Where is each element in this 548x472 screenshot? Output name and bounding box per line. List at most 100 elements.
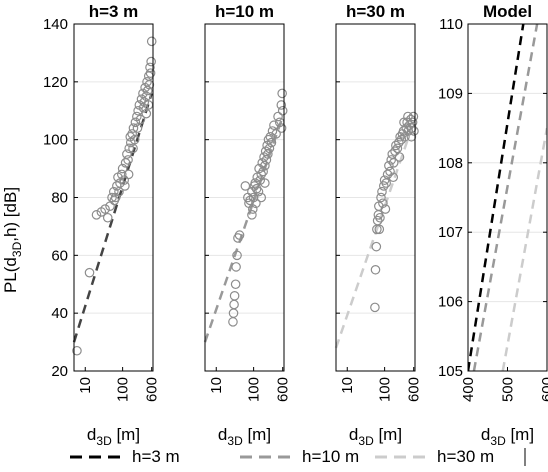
panel-1-data-point: [116, 169, 127, 180]
panel-1-data-point: [144, 79, 155, 90]
panel-4-xtick-label: 500: [500, 377, 517, 402]
panel-1-data-point: [130, 117, 141, 128]
panel-2-data-point: [229, 299, 239, 310]
fit-layer: [72, 24, 547, 371]
panel-2-data-point: [271, 129, 281, 139]
panel-1-fit-line: [72, 93, 153, 343]
panel-3-fit-line: [334, 121, 415, 349]
panel-2-data-point: [229, 291, 240, 301]
panel-1-data-point: [72, 345, 82, 356]
panel-2-data-point: [264, 143, 275, 154]
panel-2-data-point: [261, 155, 272, 165]
panel-2-data-point: [265, 131, 276, 142]
panel-1-data-point: [123, 155, 133, 165]
panel-3-data-point: [403, 126, 414, 136]
panel-3-data-point: [376, 192, 386, 203]
panel-1-data-point: [128, 123, 139, 133]
panel-3-data-point: [370, 264, 381, 275]
panel-1-data-point: [120, 181, 130, 191]
panel-4-model-line-1: [468, 24, 525, 371]
grid-layer: [74, 81, 547, 314]
panel-3-data-point: [385, 166, 395, 177]
titles-layer: h=3 m h=10 m h=30 m Model: [89, 2, 532, 21]
panel-1-data-point: [128, 143, 138, 154]
panel-3-data-point: [370, 302, 380, 313]
panel-2-data-point: [253, 186, 264, 197]
panel-4-frame: [467, 23, 548, 372]
panel-2-data-point: [232, 250, 242, 261]
panel-3-data-point: [394, 152, 405, 162]
panel-2-data-point: [258, 166, 268, 177]
panel-2-data-point: [273, 111, 283, 122]
panel-2-data-point: [247, 204, 258, 214]
panel-1-data-point: [138, 103, 149, 113]
panel-1-xtick-label: 100: [115, 377, 132, 402]
ticks-layer: 10 100 600 20 40 60 80 100 120 140 10 100 600 10 100 60…: [43, 16, 548, 402]
panel-1-data-point: [132, 123, 143, 133]
panel-2-data-point: [251, 198, 261, 209]
panel-2-xtick-label: 100: [246, 377, 263, 402]
panel-3-data-point: [374, 224, 385, 235]
panel-3-xtick-label: 600: [406, 377, 423, 402]
panel-3-title: h=30 m: [346, 2, 405, 21]
y-tick-label: 20: [51, 363, 68, 380]
panel-1-data-point: [114, 186, 124, 197]
model-y-tick-label: 105: [438, 363, 463, 380]
panel-1-data-point: [141, 108, 152, 119]
x-axis-labels: d3D [m] d3D [m] d3D [m] d3D [m]: [87, 425, 534, 448]
panel-1-xtick-label: 10: [77, 377, 94, 394]
panel-1-data-point: [145, 62, 155, 73]
panel-2-data-point: [250, 178, 260, 188]
panel-2-data-point: [260, 160, 270, 171]
panel-2-data-point: [248, 192, 259, 203]
panel-3-data-point: [399, 117, 409, 128]
panel-2-xtick-label: 10: [208, 377, 225, 394]
panel-1-data-point: [133, 105, 143, 116]
model-y-tick-label: 110: [439, 16, 463, 33]
panel-4-xtick-label: 400: [460, 377, 477, 402]
panel-1-data-point: [146, 56, 156, 67]
panel-3-xtick-label: 10: [339, 377, 356, 394]
panel-3-data-point: [378, 181, 389, 191]
panel-1-data-point: [122, 149, 132, 159]
panel-2-data-point: [234, 230, 245, 240]
y-tick-label: 100: [43, 132, 68, 149]
panel-2-data-point: [277, 105, 288, 116]
y-tick-label: 80: [51, 190, 68, 207]
panel-1-data-point: [102, 212, 113, 223]
panel-1-data-point: [117, 163, 128, 174]
panel-2-xlabel: d3D [m]: [218, 425, 271, 448]
panel-2-data-point: [247, 186, 257, 197]
panel-1-data-point: [100, 204, 110, 214]
panel-3-data-point: [388, 158, 399, 168]
legend-label-2: h=10 m: [302, 447, 359, 466]
panel-1-data-point: [146, 36, 157, 47]
panel-3-data-point: [380, 204, 391, 214]
panel-2-data-point: [263, 149, 273, 159]
panel-3-data-point: [409, 126, 419, 136]
panel-1-title: h=3 m: [89, 2, 139, 21]
panel-4-model-line-2: [472, 24, 539, 371]
panel-3-xlabel: d3D [m]: [349, 425, 402, 448]
panel-3-data-point: [386, 155, 397, 165]
panel-3-data-point: [388, 172, 399, 183]
model-y-tick-label: 109: [438, 85, 463, 102]
panel-1-data-point: [125, 131, 136, 142]
panel-1-data-point: [107, 192, 117, 203]
panel-1-data-point: [109, 195, 120, 206]
y-tick-label: 60: [51, 247, 68, 264]
panel-1-data-point: [127, 129, 137, 139]
y-axis-label: PL(d3D,h) [dB]: [1, 187, 24, 293]
legend-label-3: h=30 m: [437, 447, 494, 466]
panel-1-data-point: [141, 91, 152, 102]
panel-2-fit-line: [203, 116, 284, 343]
y-tick-label: 140: [43, 16, 68, 33]
panel-1-data-point: [123, 169, 134, 180]
panel-1-xlabel: d3D [m]: [87, 425, 140, 448]
panel-2-data-point: [256, 192, 267, 203]
panel-3-data-point: [371, 241, 382, 252]
panel-2-data-point: [231, 262, 241, 272]
panel-2-data-point: [277, 88, 287, 99]
panel-2-data-point: [240, 181, 251, 191]
